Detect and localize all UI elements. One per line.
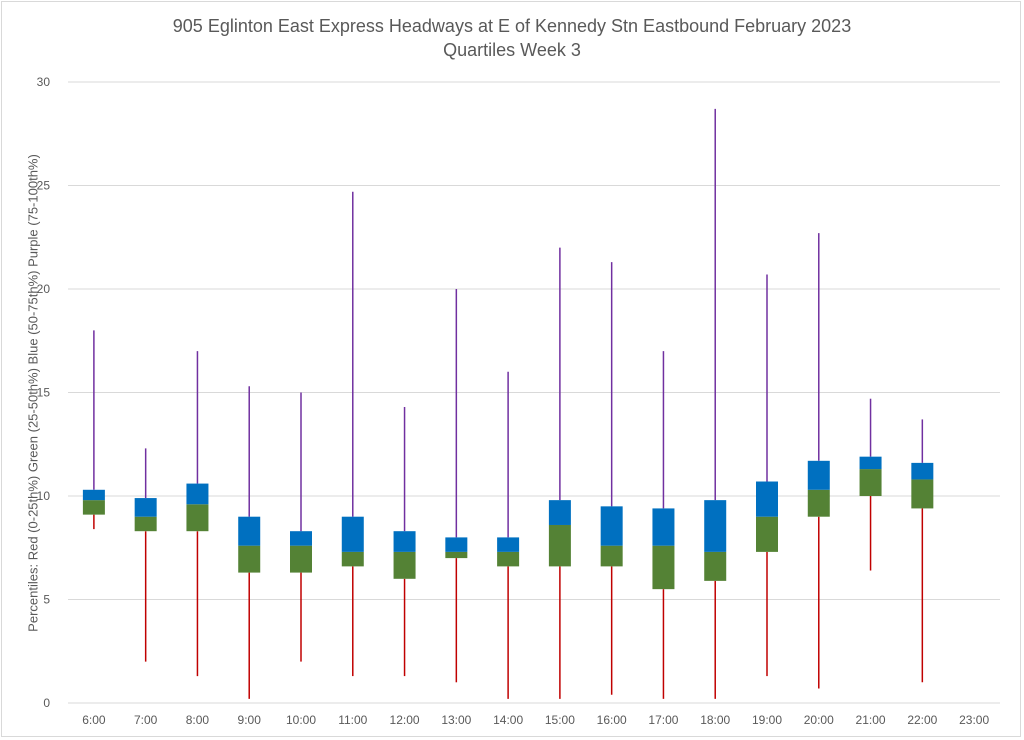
lower-box (134, 516, 157, 532)
lower-box (238, 545, 261, 573)
y-tick-label: 10 (37, 489, 51, 503)
y-tick-label: 5 (43, 593, 50, 607)
x-tick-label: 13:00 (441, 713, 471, 727)
x-tick-label: 9:00 (238, 713, 262, 727)
upper-box (238, 516, 261, 546)
upper-box (445, 537, 468, 552)
x-tick-label: 7:00 (134, 713, 158, 727)
lower-box (82, 500, 105, 515)
upper-box (600, 506, 623, 546)
y-tick-label: 30 (37, 75, 51, 89)
x-tick-label: 8:00 (186, 713, 210, 727)
x-tick-label: 16:00 (597, 713, 627, 727)
upper-box (82, 489, 105, 501)
x-tick-label: 11:00 (338, 713, 367, 727)
upper-box (859, 456, 882, 470)
lower-box (186, 504, 209, 532)
chart-title: 905 Eglinton East Express Headways at E … (172, 16, 852, 36)
upper-box (134, 498, 157, 517)
upper-box (393, 531, 416, 552)
upper-box (290, 531, 312, 546)
lower-box (911, 479, 934, 509)
x-tick-label: 12:00 (390, 713, 420, 727)
upper-box (807, 460, 830, 490)
upper-box (497, 537, 520, 552)
lower-box (445, 551, 468, 559)
upper-box (341, 516, 364, 552)
upper-box (652, 508, 675, 546)
lower-box (341, 551, 364, 567)
upper-box (756, 481, 778, 517)
y-tick-label: 25 (37, 179, 51, 193)
y-tick-label: 0 (43, 696, 50, 710)
chart-subtitle: Quartiles Week 3 (443, 40, 581, 60)
lower-box (652, 545, 675, 590)
x-tick-label: 22:00 (907, 713, 937, 727)
lower-box (756, 516, 778, 552)
lower-box (807, 489, 830, 517)
x-tick-label: 23:00 (959, 713, 989, 727)
x-tick-label: 21:00 (856, 713, 886, 727)
upper-box (186, 483, 209, 505)
x-tick-label: 14:00 (493, 713, 523, 727)
x-tick-label: 6:00 (82, 713, 106, 727)
lower-box (290, 545, 312, 573)
lower-box (859, 469, 882, 496)
lower-box (393, 551, 416, 579)
lower-box (704, 551, 727, 581)
upper-box (704, 500, 727, 552)
x-tick-label: 18:00 (700, 713, 730, 727)
y-tick-label: 15 (37, 386, 51, 400)
lower-box (600, 545, 623, 567)
upper-box (911, 462, 934, 480)
y-tick-label: 20 (37, 282, 51, 296)
lower-box (497, 551, 520, 567)
x-tick-label: 20:00 (804, 713, 834, 727)
upper-box (548, 500, 571, 525)
x-tick-label: 19:00 (752, 713, 782, 727)
lower-box (548, 524, 571, 567)
x-tick-label: 15:00 (545, 713, 575, 727)
x-tick-label: 17:00 (648, 713, 678, 727)
x-tick-label: 10:00 (286, 713, 316, 727)
